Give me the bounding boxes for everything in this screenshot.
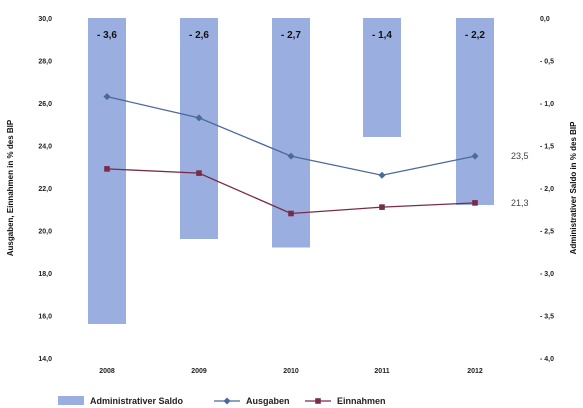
bar-label-2009: - 2,6: [189, 30, 209, 41]
right-tick-4: - 2,0: [540, 186, 554, 193]
bars-layer: [88, 18, 494, 324]
x-tick-2008: 2008: [99, 368, 115, 375]
legend: Administrativer Saldo Ausgaben Einnahmen: [58, 396, 386, 406]
left-tick-3: 24,0: [38, 144, 52, 151]
point-ausgaben-2009: [195, 114, 203, 122]
x-tick-2011: 2011: [374, 368, 389, 375]
x-tick-2012: 2012: [467, 368, 483, 375]
legend-marker-einnahmen: [315, 398, 321, 404]
left-tick-5: 20,0: [38, 229, 52, 236]
point-einnahmen-2009: [196, 170, 202, 176]
end-label-ausgaben: 23,5: [511, 151, 529, 161]
legend-label-ausgaben: Ausgaben: [246, 396, 290, 406]
point-einnahmen-2008: [104, 166, 110, 172]
left-tick-1: 28,0: [38, 59, 52, 66]
left-axis-title: Ausgaben, Einnahmen in % des BIP: [6, 119, 15, 256]
bar-label-2008: - 3,6: [97, 30, 117, 41]
end-label-einnahmen: 21,3: [511, 198, 529, 208]
bar-2011: [363, 18, 401, 137]
point-ausgaben-2011: [378, 171, 386, 179]
bar-2012: [456, 18, 494, 205]
point-ausgaben-2010: [287, 152, 295, 160]
lines-layer: [103, 93, 479, 217]
right-tick-7: - 3,5: [540, 314, 554, 321]
right-tick-0: 0,0: [540, 16, 550, 23]
legend-label-einnahmen: Einnahmen: [337, 396, 386, 406]
left-tick-0: 30,0: [38, 16, 52, 23]
right-axis-title: Administrativer Saldo in % des BIP: [569, 121, 578, 255]
labels-layer: - 3,6 - 2,6 - 2,7 - 1,4 - 2,2 23,5 21,3: [97, 30, 529, 208]
axes-layer: 30,0 28,0 26,0 24,0 22,0 20,0 18,0 16,0 14,0 0,0 -…: [6, 16, 578, 375]
legend-swatch-saldo: [58, 396, 84, 405]
x-tick-2009: 2009: [191, 368, 207, 375]
bar-2009: [180, 18, 218, 239]
bar-label-2012: - 2,2: [465, 30, 485, 41]
right-tick-8: - 4,0: [540, 356, 554, 363]
legend-label-saldo: Administrativer Saldo: [90, 396, 184, 406]
x-tick-2010: 2010: [283, 368, 299, 375]
left-tick-4: 22,0: [38, 186, 52, 193]
left-tick-6: 18,0: [38, 271, 52, 278]
bar-label-2010: - 2,7: [281, 30, 301, 41]
point-ausgaben-2012: [471, 152, 479, 160]
bar-label-2011: - 1,4: [372, 30, 392, 41]
right-tick-2: - 1,0: [540, 101, 554, 108]
right-tick-6: - 3,0: [540, 271, 554, 278]
right-tick-1: - 0,5: [540, 59, 554, 66]
left-tick-8: 14,0: [38, 356, 52, 363]
point-einnahmen-2010: [288, 210, 294, 217]
right-tick-5: - 2,5: [540, 229, 554, 236]
left-tick-2: 26,0: [38, 101, 52, 108]
right-tick-3: - 1,5: [540, 144, 554, 151]
left-tick-7: 16,0: [38, 314, 52, 321]
point-einnahmen-2011: [379, 204, 385, 210]
legend-marker-ausgaben: [223, 397, 231, 405]
point-einnahmen-2012: [472, 200, 478, 206]
point-ausgaben-2008: [103, 93, 111, 101]
bar-2010: [272, 18, 310, 248]
